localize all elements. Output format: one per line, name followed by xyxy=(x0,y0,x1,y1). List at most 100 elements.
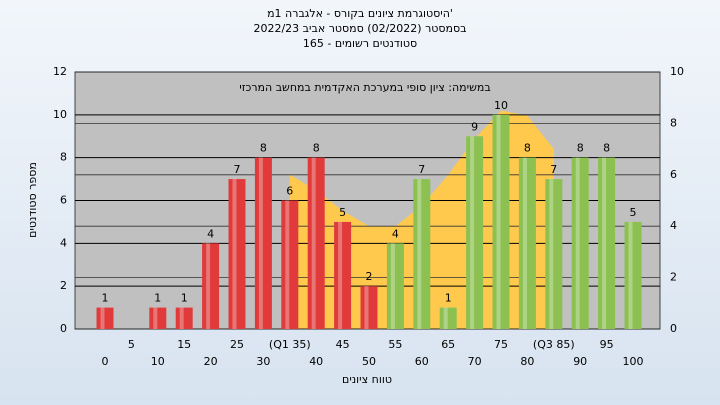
data-label: 7 xyxy=(418,163,425,176)
bar-shine xyxy=(417,179,422,329)
bar-shine xyxy=(258,157,263,329)
data-label: 7 xyxy=(234,163,241,176)
y-tick-label: 6 xyxy=(60,194,67,207)
bar-shine xyxy=(443,307,448,329)
y2-tick-label: 4 xyxy=(670,219,677,232)
x-tick-label: 30 xyxy=(256,355,270,368)
x-tick-label: 95 xyxy=(600,338,614,351)
y-axis-label: מספר סטודנטים xyxy=(26,162,39,238)
bar xyxy=(307,157,325,329)
data-label: 10 xyxy=(494,99,508,112)
bar xyxy=(254,157,272,329)
bar-shine xyxy=(232,179,237,329)
data-label: 1 xyxy=(154,292,161,305)
bar xyxy=(334,221,352,329)
bar-shine xyxy=(364,286,369,329)
bar xyxy=(518,157,536,329)
title-line: סטודנטים רשומים - 165 xyxy=(303,37,417,50)
y2-tick-label: 10 xyxy=(670,65,684,78)
data-label: 9 xyxy=(471,120,478,133)
x-tick-label: 45 xyxy=(336,338,350,351)
bar xyxy=(439,307,457,329)
x-tick-label: 65 xyxy=(441,338,455,351)
y2-tick-label: 2 xyxy=(670,271,677,284)
bar-shine xyxy=(311,157,316,329)
x-tick-label: (Q3 85) xyxy=(533,338,575,351)
bar xyxy=(228,179,246,329)
data-label: 8 xyxy=(260,142,267,155)
y-tick-label: 0 xyxy=(60,322,67,335)
x-tick-label: 0 xyxy=(102,355,109,368)
x-tick-label: 55 xyxy=(388,338,402,351)
x-axis-label: טווח ציונים xyxy=(342,373,392,386)
title-line: 'היסטוגרמת ציונים בקורס - אלגברה 1מ xyxy=(267,7,453,20)
bar xyxy=(571,157,589,329)
bar xyxy=(466,136,484,329)
y2-tick-label: 0 xyxy=(670,322,677,335)
data-label: 5 xyxy=(339,206,346,219)
x-tick-label: 60 xyxy=(415,355,429,368)
bar xyxy=(386,243,404,329)
data-label: 7 xyxy=(550,163,557,176)
bar-shine xyxy=(390,243,395,329)
bar-shine xyxy=(628,221,633,329)
x-tick-label: 40 xyxy=(309,355,323,368)
y-tick-label: 12 xyxy=(53,65,67,78)
title-line: בסמסטר (02/2022) סמסטר אביב 2022/23 xyxy=(253,22,466,35)
bar xyxy=(598,157,616,329)
x-tick-label: (Q1 35) xyxy=(269,338,311,351)
data-label: 8 xyxy=(577,142,584,155)
bar-shine xyxy=(470,136,475,329)
bar xyxy=(624,221,642,329)
data-label: 8 xyxy=(313,142,320,155)
x-tick-label: 50 xyxy=(362,355,376,368)
bar-shine xyxy=(285,200,290,329)
bar-shine xyxy=(575,157,580,329)
bar xyxy=(175,307,193,329)
bar xyxy=(492,114,510,329)
y2-tick-label: 6 xyxy=(670,168,677,181)
y-tick-label: 10 xyxy=(53,108,67,121)
x-tick-label: 10 xyxy=(151,355,165,368)
data-label: 2 xyxy=(366,270,373,283)
data-label: 4 xyxy=(392,227,399,240)
data-label: 8 xyxy=(603,142,610,155)
data-label: 1 xyxy=(445,292,452,305)
bar xyxy=(149,307,167,329)
bar-shine xyxy=(100,307,105,329)
bar-shine xyxy=(153,307,158,329)
data-label: 6 xyxy=(286,185,293,198)
bar-shine xyxy=(338,221,343,329)
data-label: 5 xyxy=(630,206,637,219)
x-tick-label: 5 xyxy=(128,338,135,351)
x-tick-label: 80 xyxy=(520,355,534,368)
x-tick-label: 100 xyxy=(623,355,644,368)
bar-shine xyxy=(179,307,184,329)
bar xyxy=(360,286,378,329)
x-tick-label: 25 xyxy=(230,338,244,351)
bar-shine xyxy=(522,157,527,329)
x-tick-label: 70 xyxy=(468,355,482,368)
annotation: במשימה: ציון סופי במערכת האקדמית במחשב ה… xyxy=(239,81,490,94)
data-label: 4 xyxy=(207,227,214,240)
bar xyxy=(413,179,431,329)
bar xyxy=(545,179,563,329)
data-label: 1 xyxy=(181,292,188,305)
data-label: 8 xyxy=(524,142,531,155)
x-tick-label: 15 xyxy=(177,338,191,351)
y-tick-label: 4 xyxy=(60,236,67,249)
bar-shine xyxy=(602,157,607,329)
x-tick-label: 75 xyxy=(494,338,508,351)
x-tick-label: 20 xyxy=(204,355,218,368)
x-tick-label: 90 xyxy=(573,355,587,368)
y2-tick-label: 8 xyxy=(670,116,677,129)
bar-shine xyxy=(496,114,501,329)
y-tick-label: 8 xyxy=(60,151,67,164)
data-label: 1 xyxy=(102,292,109,305)
bar-shine xyxy=(549,179,554,329)
bar-shine xyxy=(206,243,211,329)
bar xyxy=(202,243,220,329)
bar xyxy=(281,200,299,329)
bar xyxy=(96,307,114,329)
